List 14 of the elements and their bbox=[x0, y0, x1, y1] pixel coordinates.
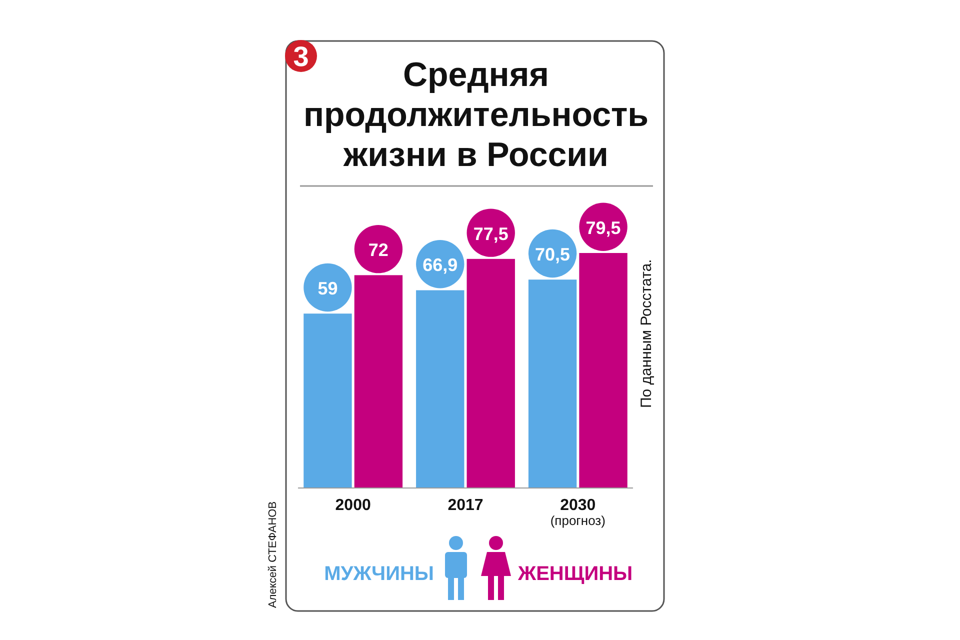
data-label: 77,5 bbox=[473, 224, 508, 244]
legend-label: ЖЕНЩИНЫ bbox=[517, 563, 633, 585]
text: Алексей СТЕФАНОВ bbox=[267, 501, 279, 608]
data-label: 70,5 bbox=[535, 244, 570, 265]
x-tick-label: 2030 (прогноз) bbox=[550, 497, 606, 528]
data-label: 79,5 bbox=[586, 218, 621, 238]
x-tick-label: 2000 bbox=[335, 497, 371, 514]
text: По данным Росстата. bbox=[638, 259, 655, 408]
data-label: 72 bbox=[368, 240, 388, 260]
data-label: 59 bbox=[318, 278, 338, 298]
data-label: 66,9 bbox=[422, 255, 458, 276]
bar bbox=[579, 253, 628, 488]
text: МУЖЧИНЫ bbox=[324, 563, 434, 585]
x-tick-label: 2017 bbox=[448, 497, 484, 514]
